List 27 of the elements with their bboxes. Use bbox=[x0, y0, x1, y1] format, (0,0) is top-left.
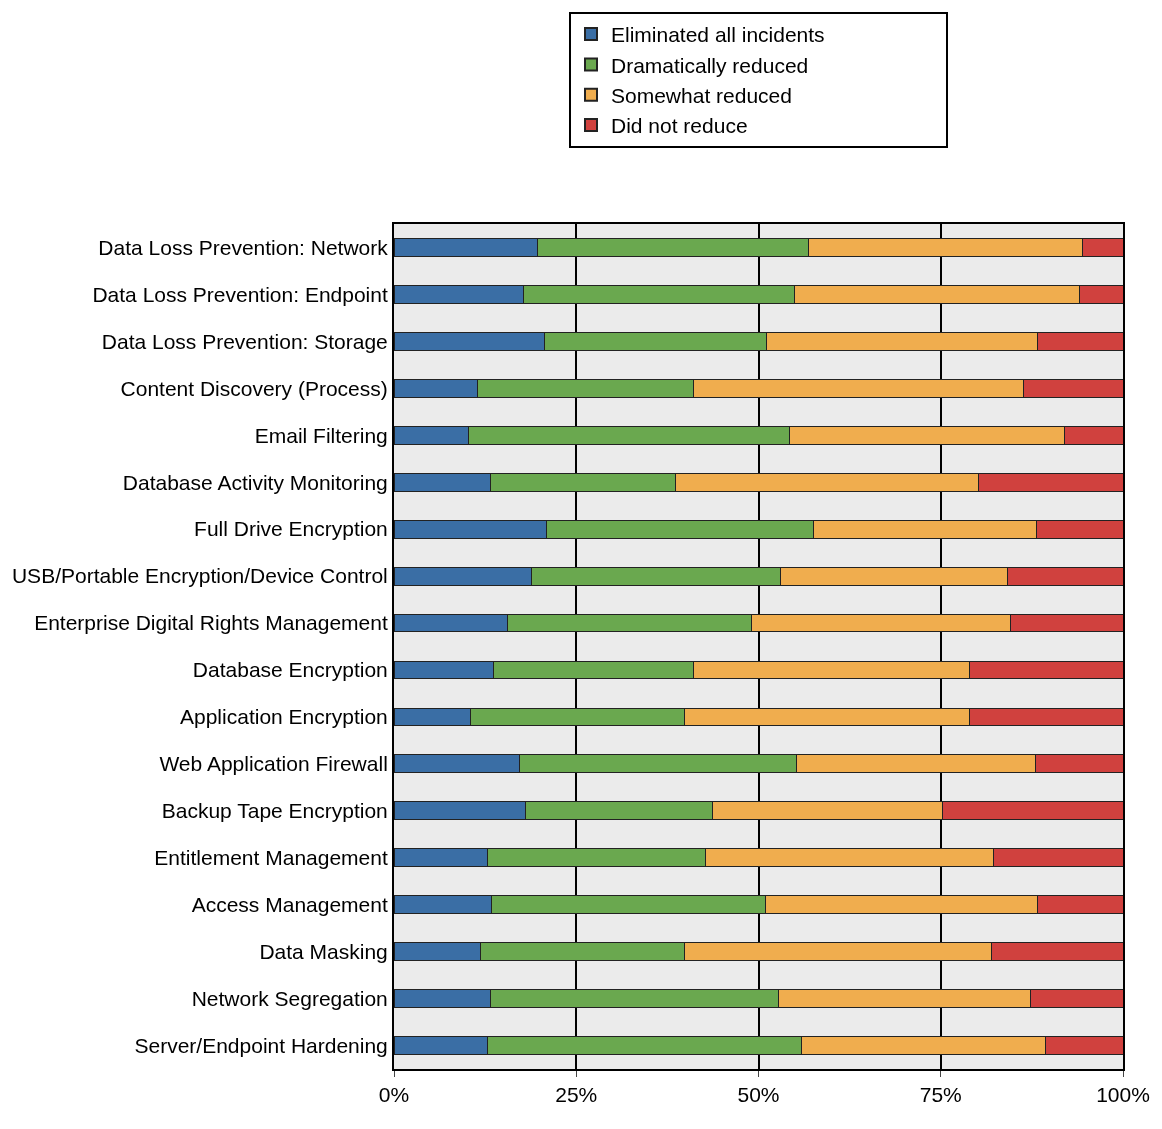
legend-label: Dramatically reduced bbox=[611, 53, 809, 77]
y-tick-label: Content Discovery (Process) bbox=[120, 376, 388, 400]
y-tick-label: Access Management bbox=[191, 893, 388, 917]
y-tick-label: Full Drive Encryption bbox=[194, 517, 388, 541]
legend-label: Eliminated all incidents bbox=[611, 23, 825, 47]
y-tick-label: Backup Tape Encryption bbox=[161, 799, 388, 823]
y-tick-label: Data Masking bbox=[259, 939, 388, 963]
legend-label: Did not reduce bbox=[611, 114, 748, 138]
x-tick-label: 75% bbox=[919, 1083, 962, 1107]
y-tick-label: Application Encryption bbox=[180, 705, 388, 729]
y-tick-label: Enterprise Digital Rights Management bbox=[34, 611, 388, 635]
y-tick-label: Data Loss Prevention: Endpoint bbox=[92, 282, 388, 306]
legend-label: Somewhat reduced bbox=[611, 83, 792, 107]
y-tick-label: Network Segregation bbox=[191, 986, 388, 1010]
y-tick-label: Database Encryption bbox=[192, 658, 388, 682]
x-tick-label: 25% bbox=[555, 1083, 598, 1107]
y-tick-label: Data Loss Prevention: Storage bbox=[101, 329, 388, 353]
y-tick-label: Web Application Firewall bbox=[159, 752, 388, 776]
x-tick-label: 0% bbox=[378, 1083, 410, 1107]
y-tick-label: Database Activity Monitoring bbox=[122, 470, 388, 494]
y-tick-label: Server/Endpoint Hardening bbox=[134, 1033, 388, 1057]
x-tick-label: 50% bbox=[737, 1083, 780, 1107]
x-tick-label: 100% bbox=[1096, 1083, 1150, 1107]
y-tick-label: Entitlement Management bbox=[154, 846, 388, 870]
y-tick-label: Data Loss Prevention: Network bbox=[98, 235, 389, 259]
y-tick-label: USB/Portable Encryption/Device Control bbox=[11, 564, 388, 588]
y-tick-label: Email Filtering bbox=[254, 423, 388, 447]
